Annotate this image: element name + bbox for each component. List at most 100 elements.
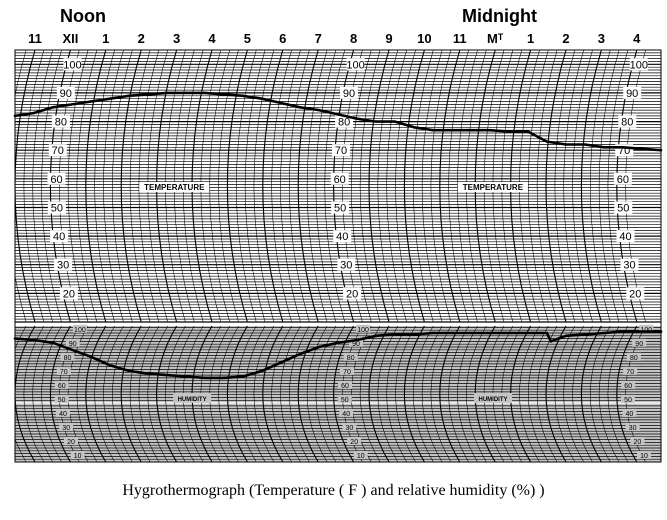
humidity-trace-point — [545, 331, 549, 335]
humidity-scale-label: 50 — [624, 397, 632, 404]
humidity-scale-label-bg — [623, 366, 638, 375]
temperature-trace-point — [146, 93, 150, 96]
temperature-scale-label: 30 — [340, 260, 352, 272]
humidity-trace-point — [564, 334, 568, 337]
humidity-trace-point — [165, 373, 169, 377]
temperature-scale-label-bg — [614, 201, 633, 214]
temperature-scale-label: 50 — [334, 203, 346, 215]
temperature-trace-point — [393, 120, 397, 123]
temperature-scale-label: 90 — [626, 88, 638, 100]
humidity-trace-point — [260, 369, 264, 373]
humidity-scale-label: 20 — [67, 439, 75, 446]
humidity-scale-label: 100 — [357, 327, 369, 334]
hour-label: 11 — [453, 31, 467, 46]
humidity-gridline-time — [23, 325, 45, 462]
humidity-trace-point — [298, 352, 302, 356]
temperature-gridline-time — [421, 50, 443, 323]
humidity-gridline-time — [333, 325, 355, 462]
temperature-scale-label-bg — [332, 144, 350, 157]
humidity-gridline-time — [129, 325, 151, 462]
humidity-gridline-time — [439, 325, 461, 462]
temperature-panel-label: TEMPERATURE — [144, 183, 205, 192]
humidity-panel-label: HUMIDITY — [178, 397, 207, 403]
humidity-scale-label: 50 — [341, 397, 349, 404]
hour-label: 3 — [598, 31, 605, 46]
temperature-gridline-time — [430, 50, 452, 323]
temperature-gridline-time — [448, 50, 469, 323]
humidity-scale-label-bg — [637, 451, 651, 459]
temperature-scale-label: 60 — [334, 174, 346, 186]
temperature-gridline-time — [439, 50, 461, 323]
humidity-gridline-time — [536, 325, 558, 462]
humidity-gridline-time — [590, 325, 611, 462]
hour-label: 8 — [350, 31, 357, 46]
temperature-scale-label: 90 — [60, 88, 72, 100]
humidity-scale-label: 40 — [342, 411, 350, 418]
humidity-trace-point — [203, 376, 207, 380]
hour-label: 7 — [315, 31, 322, 46]
humidity-gridline-time — [563, 325, 584, 462]
humidity-gridline-time — [244, 325, 266, 462]
temperature-scale-label-bg — [629, 58, 648, 71]
humidity-gridline-time — [554, 325, 576, 462]
temperature-scale-label-bg — [335, 115, 354, 128]
chart-svg: 11 XII 1 2 3 4 5 6 7 8 9 10 11 Mᵀ 1 2 3 4 100 100 100 90 90 90… — [13, 31, 663, 463]
humidity-gridline-time — [262, 325, 284, 462]
humidity-gridline-time — [49, 325, 71, 462]
temperature-trace-point — [241, 94, 245, 98]
humidity-gridline-time — [32, 325, 53, 462]
temperature-gridline-time — [23, 50, 45, 323]
humidity-gridline-time — [120, 325, 142, 462]
temperature-gridline-time — [15, 50, 36, 323]
humidity-gridline-time — [253, 325, 275, 462]
temperature-scale-label-bg — [333, 230, 352, 243]
noon-label: Noon — [60, 6, 106, 26]
temperature-gridline-time — [368, 50, 390, 323]
humidity-scale-label: 80 — [347, 355, 355, 362]
temperature-gridline-time — [289, 50, 310, 323]
humidity-gridline-time — [94, 325, 115, 462]
humidity-trace-point — [317, 345, 321, 349]
temperature-scale-label-bg — [626, 287, 645, 300]
humidity-scale-label: 40 — [59, 411, 67, 418]
humidity-gridline-time — [15, 325, 36, 462]
humidity-gridline-time — [156, 325, 178, 462]
humidity-scale-label-bg — [626, 352, 641, 361]
temperature-scale-label: 60 — [50, 174, 62, 186]
temperature-gridline-time — [67, 50, 89, 323]
humidity-scale-label-bg — [349, 338, 363, 347]
temperature-scale-label-bg — [623, 86, 642, 99]
humidity-scale-label: 60 — [58, 383, 66, 390]
temperature-trace-point — [108, 97, 112, 100]
temperature-scale-label-bg — [56, 86, 75, 99]
temperature-scale-label: 30 — [57, 260, 69, 272]
temperature-scale-label: 40 — [619, 231, 631, 243]
hour-label: 1 — [527, 31, 534, 46]
temperature-gridline-time — [598, 50, 620, 323]
humidity-scale-label-bg — [72, 324, 87, 333]
temperature-scale-label-bg — [47, 172, 66, 185]
humidity-gridline-time — [315, 325, 337, 462]
temperature-gridline-time — [244, 50, 266, 323]
temperature-trace-point — [279, 101, 283, 105]
humidity-scale-label: 80 — [630, 355, 638, 362]
humidity-scale-label-bg — [64, 437, 78, 445]
hygrothermograph-chart: 11 XII 1 2 3 4 5 6 7 8 9 10 11 Mᵀ 1 2 3 4 100 100 100 90 90 90… — [13, 31, 663, 463]
humidity-gridline-time — [386, 325, 407, 462]
temperature-trace-point — [412, 126, 416, 129]
humidity-scale-label-bg — [56, 408, 70, 417]
temperature-scale-label: 20 — [346, 288, 358, 300]
humidity-label-bg — [173, 393, 212, 403]
hour-label: 1 — [102, 31, 109, 46]
humidity-gridline-time — [112, 325, 133, 462]
humidity-trace-point — [355, 338, 359, 342]
humidity-scale-label-bg — [70, 451, 85, 459]
humidity-scale-label: 10 — [74, 453, 82, 460]
temperature-scale-label: 50 — [51, 203, 63, 215]
temperature-trace-point — [317, 108, 321, 112]
temperature-gridline-time — [359, 50, 381, 323]
temperature-gridline-time — [377, 50, 399, 323]
temperature-gridline-time — [94, 50, 115, 323]
humidity-gridline-time — [218, 325, 239, 462]
temperature-scale-label-bg — [346, 58, 365, 71]
